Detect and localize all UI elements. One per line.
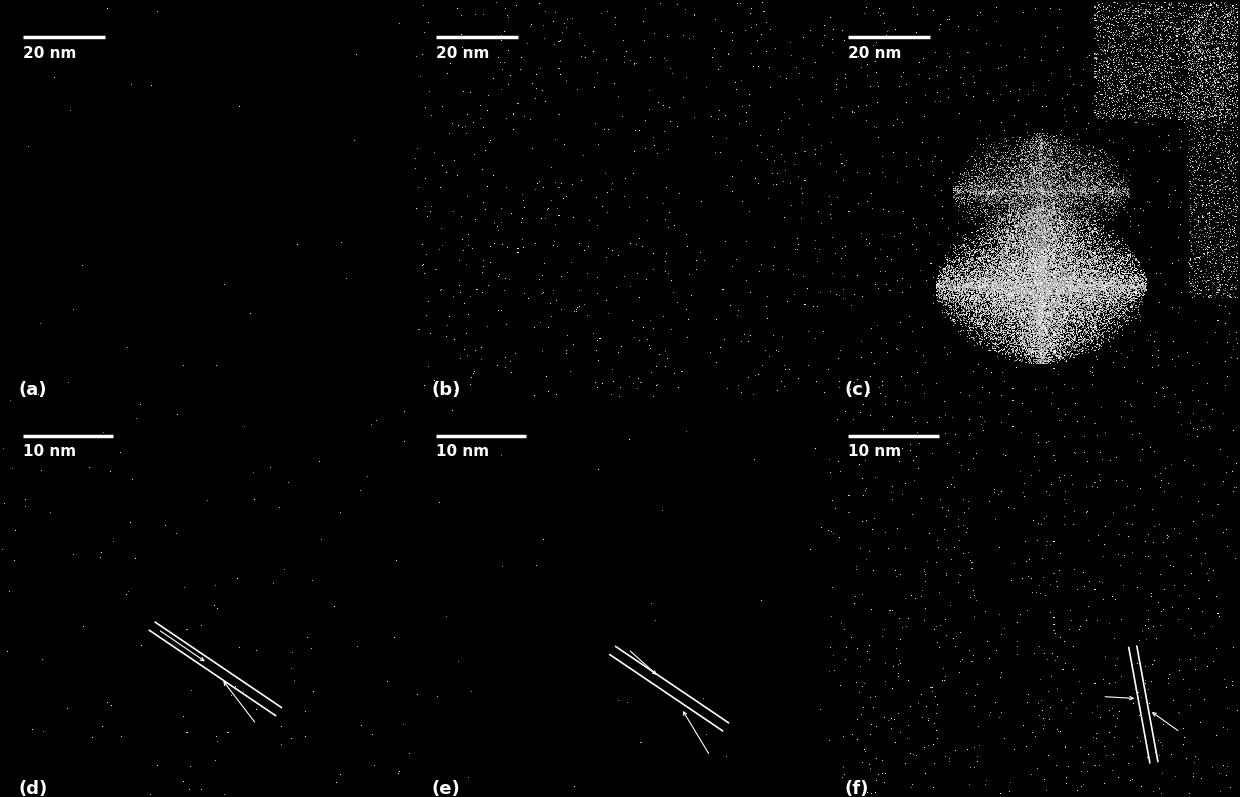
Text: (e): (e)	[432, 779, 460, 797]
Text: (a): (a)	[19, 381, 47, 399]
Text: (c): (c)	[844, 381, 872, 399]
Text: 10 nm: 10 nm	[435, 445, 489, 459]
Text: 10 nm: 10 nm	[848, 445, 901, 459]
Text: (f): (f)	[844, 779, 869, 797]
Text: (d): (d)	[19, 779, 48, 797]
Text: 20 nm: 20 nm	[24, 46, 77, 61]
Text: 20 nm: 20 nm	[435, 46, 489, 61]
Text: 10 nm: 10 nm	[24, 445, 76, 459]
Text: 20 nm: 20 nm	[848, 46, 901, 61]
Text: (b): (b)	[432, 381, 461, 399]
